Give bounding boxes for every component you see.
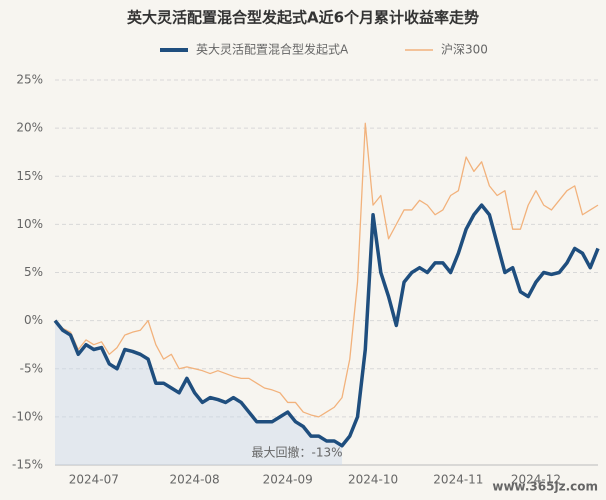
chart-title: 英大灵活配置混合型发起式A近6个月累计收益率走势 — [127, 9, 479, 27]
y-tick-label: 20% — [16, 121, 43, 135]
series-line — [53, 203, 600, 448]
drawdown-area — [55, 320, 343, 465]
x-tick-label: 2024-08 — [170, 473, 220, 487]
legend-label: 沪深300 — [441, 43, 488, 57]
y-tick-label: 0% — [24, 313, 43, 327]
y-tick-label: 15% — [16, 169, 43, 183]
y-tick-label: -15% — [12, 458, 43, 472]
watermark: www.365jz.com — [492, 480, 598, 494]
y-tick-label: 25% — [16, 73, 43, 87]
x-tick-label: 2024-12 — [511, 473, 561, 487]
y-tick-label: 5% — [24, 265, 43, 279]
y-tick-label: -5% — [20, 361, 43, 375]
y-tick-label: 10% — [16, 217, 43, 231]
drawdown-annotation: 最大回撤：-13% — [252, 445, 343, 460]
y-tick-label: -10% — [12, 409, 43, 423]
legend-label: 英大灵活配置混合型发起式A — [196, 42, 349, 57]
x-tick-label: 2024-10 — [348, 473, 398, 487]
x-tick-label: 2024-11 — [433, 473, 483, 487]
series-line — [54, 122, 599, 418]
x-tick-label: 2024-09 — [263, 473, 313, 487]
x-tick-label: 2024-07 — [69, 473, 119, 487]
